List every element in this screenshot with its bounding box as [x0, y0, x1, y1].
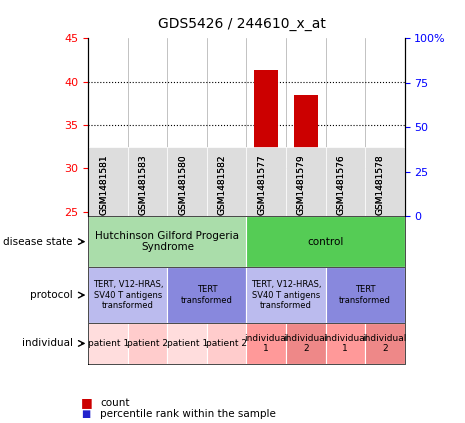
Bar [207, 148, 246, 216]
Bar [373, 204, 397, 212]
Bar [167, 323, 207, 364]
Text: GSM1481581: GSM1481581 [99, 154, 108, 215]
Text: protocol: protocol [30, 290, 73, 300]
Text: count: count [100, 398, 129, 408]
Bar [365, 148, 405, 216]
Bar [88, 148, 128, 216]
Text: disease state: disease state [3, 236, 73, 247]
Text: control: control [307, 236, 344, 247]
Text: patient 1: patient 1 [87, 339, 129, 348]
Text: individual
2: individual 2 [363, 334, 407, 353]
Bar [254, 70, 278, 212]
Text: patient 2: patient 2 [127, 339, 168, 348]
Bar [175, 176, 199, 212]
Bar [246, 267, 326, 323]
Text: GSM1481579: GSM1481579 [297, 154, 306, 215]
Text: GSM1481581: GSM1481581 [99, 154, 108, 215]
Bar [136, 173, 159, 212]
Text: GSM1481582: GSM1481582 [218, 155, 226, 215]
Text: TERT, V12-HRAS,
SV40 T antigens
transformed: TERT, V12-HRAS, SV40 T antigens transfor… [93, 280, 163, 310]
Bar [207, 323, 246, 364]
Text: individual
1: individual 1 [244, 334, 288, 353]
Bar [96, 151, 120, 212]
Text: GSM1481577: GSM1481577 [257, 154, 266, 215]
Text: individual
1: individual 1 [323, 334, 367, 353]
Bar [246, 216, 405, 267]
Bar [88, 267, 167, 323]
Text: individual: individual [21, 338, 73, 349]
Text: GSM1481580: GSM1481580 [178, 154, 187, 215]
Text: individual
2: individual 2 [284, 334, 328, 353]
Text: GSM1481576: GSM1481576 [336, 154, 345, 215]
Text: GSM1481577: GSM1481577 [257, 154, 266, 215]
Bar [294, 95, 318, 212]
Text: GSM1481576: GSM1481576 [336, 154, 345, 215]
Text: ■: ■ [81, 396, 93, 409]
Text: ■: ■ [81, 409, 91, 419]
Text: GDS5426 / 244610_x_at: GDS5426 / 244610_x_at [158, 17, 326, 31]
Text: TERT, V12-HRAS,
SV40 T antigens
transformed: TERT, V12-HRAS, SV40 T antigens transfor… [251, 280, 321, 310]
Text: patient 1: patient 1 [166, 339, 208, 348]
Text: Hutchinson Gilford Progeria
Syndrome: Hutchinson Gilford Progeria Syndrome [95, 231, 239, 253]
Text: GSM1481582: GSM1481582 [218, 155, 226, 215]
Bar [326, 323, 365, 364]
Text: GSM1481579: GSM1481579 [297, 154, 306, 215]
Bar [365, 323, 405, 364]
Bar [326, 267, 405, 323]
Text: TERT
transformed: TERT transformed [339, 286, 391, 305]
Bar [286, 323, 326, 364]
Text: percentile rank within the sample: percentile rank within the sample [100, 409, 276, 419]
Text: patient 2: patient 2 [206, 339, 247, 348]
Bar [128, 148, 167, 216]
Bar [128, 323, 167, 364]
Text: GSM1481583: GSM1481583 [139, 154, 147, 215]
Bar [88, 323, 128, 364]
Bar [167, 148, 207, 216]
Text: GSM1481578: GSM1481578 [376, 154, 385, 215]
Bar [326, 148, 365, 216]
Bar [246, 148, 286, 216]
Bar [167, 267, 246, 323]
Bar [215, 178, 239, 212]
Bar [333, 205, 357, 212]
Text: GSM1481583: GSM1481583 [139, 154, 147, 215]
Text: GSM1481578: GSM1481578 [376, 154, 385, 215]
Bar [246, 323, 286, 364]
Bar [88, 216, 246, 267]
Text: GSM1481580: GSM1481580 [178, 154, 187, 215]
Text: TERT
transformed: TERT transformed [181, 286, 233, 305]
Bar [286, 148, 326, 216]
